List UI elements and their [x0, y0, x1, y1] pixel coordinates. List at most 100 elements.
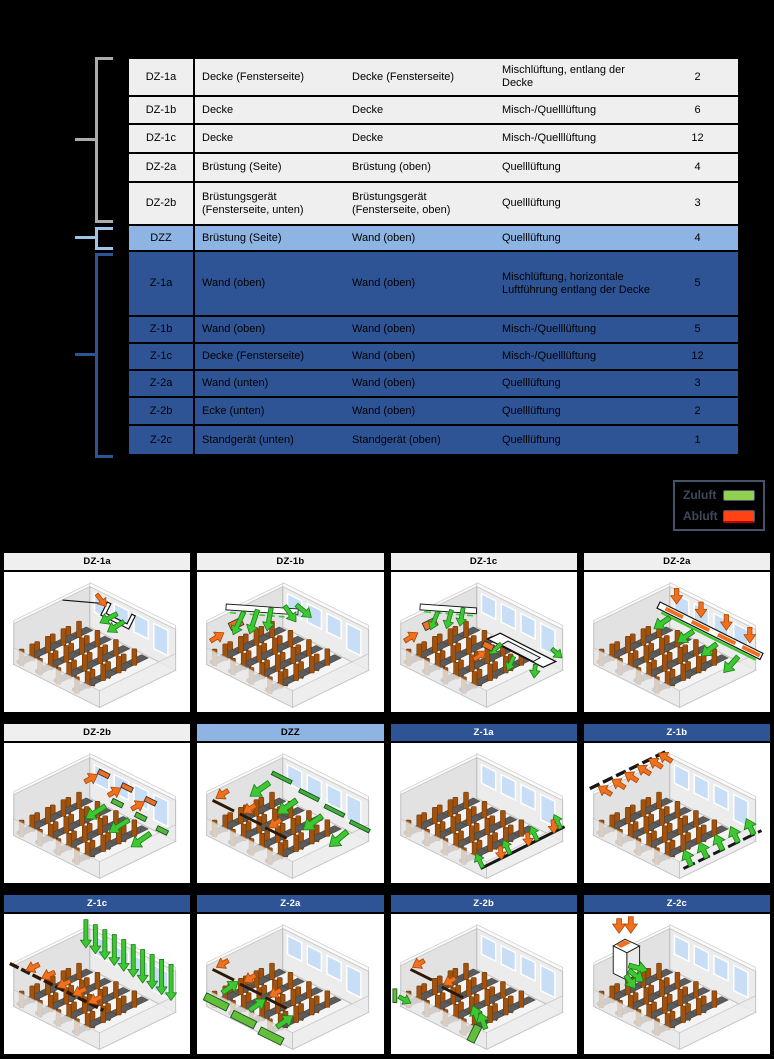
- table-cell-col4: Misch-/Quelllüftung: [502, 350, 597, 362]
- table-row: Z-1c Decke (Fensterseite) Wand (oben) Misch…: [129, 344, 738, 371]
- grid-cell-body: [195, 743, 386, 885]
- table-row: DZ-2b Brüstungsgerät (Fensterseite, unten…: [129, 183, 738, 226]
- table-cell-col4: Quelllüftung: [502, 197, 561, 209]
- diagram-cell-DZ-1b: DZ-1b: [195, 551, 386, 714]
- diagram-cell-DZ-1a: DZ-1a: [2, 551, 193, 714]
- table-cell-col3: Wand (oben): [352, 350, 416, 362]
- room-diagram-DZ-1c: [399, 581, 564, 709]
- table-cell-col2: Wand (oben): [202, 277, 266, 289]
- table-cell-count: 4: [694, 161, 701, 173]
- table-cell-count: 12: [691, 350, 704, 362]
- table-cell-col2: Decke (Fensterseite): [202, 350, 305, 362]
- table-cell-col3: Wand (oben): [352, 231, 416, 244]
- table-cell-code: Z-2b: [129, 398, 195, 424]
- diagram-cell-DZZ: DZZ: [195, 722, 386, 885]
- table-cell-count: 12: [691, 132, 704, 144]
- bracket-z-tick: [75, 353, 96, 356]
- table-cell-code: Z-2c: [129, 426, 195, 454]
- table-row: Z-2c Standgerät (unten) Standgerät (oben) Q…: [129, 426, 738, 454]
- table-cell-col3: Standgerät (oben): [352, 433, 441, 446]
- table-row: DZZ Brüstung (Seite) Wand (oben) Quelllüftu…: [129, 226, 738, 252]
- room-diagram-DZ-2b: [12, 752, 177, 880]
- table-cell-count: 3: [694, 197, 701, 209]
- grid-cell-body: [581, 914, 772, 1056]
- grid-cell-header: DZ-1b: [195, 551, 386, 572]
- table-row: DZ-2a Brüstung (Seite) Brüstung (oben) Quel…: [129, 154, 738, 183]
- table-cell-code: Z-1a: [129, 252, 195, 315]
- grid-cell-header: DZ-2b: [2, 722, 193, 743]
- table-cell-count: 6: [694, 103, 701, 116]
- table-row: Z-1b Wand (oben) Wand (oben) Misch-/Quelllü…: [129, 317, 738, 344]
- table-cell-count: 1: [694, 433, 701, 446]
- table-cell-col4: Misch-/Quelllüftung: [502, 103, 597, 116]
- room-diagram-Z-2b: [392, 923, 564, 1051]
- room-diagram-Z-2c: [592, 916, 757, 1051]
- table-cell-code: Z-1b: [129, 317, 195, 342]
- diagram-cell-Z-2a: Z-2a: [195, 893, 386, 1056]
- table-cell-col2: Wand (oben): [202, 323, 266, 335]
- grid-cell-header: Z-1b: [581, 722, 772, 743]
- table-cell-count: 3: [694, 377, 701, 389]
- table-cell-col4: Quelllüftung: [502, 433, 561, 446]
- table-cell-code: DZ-1c: [129, 125, 195, 152]
- grid-cell-body: [581, 743, 772, 885]
- legend-box: Zuluft Abluft: [673, 480, 765, 531]
- room-diagram-Z-1a: [399, 752, 565, 880]
- grid-cell-body: [195, 572, 386, 714]
- bracket-dz-group: [95, 57, 113, 223]
- table-cell-code: Z-1c: [129, 344, 195, 369]
- table-cell-col4: Misch-/Quelllüftung: [502, 132, 597, 144]
- table-cell-col3: Decke: [352, 103, 384, 116]
- table-cell-col3: Decke (Fensterseite): [352, 70, 455, 83]
- table-cell-col2: Brüstungsgerät (Fensterseite, unten): [202, 190, 304, 216]
- grid-cell-header: DZ-1a: [2, 551, 193, 572]
- table-row: Z-1a Wand (oben) Wand (oben) Mischlüftung, …: [129, 252, 738, 317]
- table-cell-col4: Quelllüftung: [502, 377, 561, 389]
- table-cell-code: DZ-1b: [129, 97, 195, 123]
- table-cell-col4: Quelllüftung: [502, 161, 561, 173]
- diagram-cell-Z-2c: Z-2c: [581, 893, 772, 1056]
- table-cell-col2: Brüstung (Seite): [202, 231, 282, 244]
- table-cell-code: DZ-2a: [129, 154, 195, 181]
- table-row: Z-2b Ecke (unten) Wand (oben) Quelllüftung 2: [129, 398, 738, 426]
- room-diagram-Z-2a: [202, 923, 370, 1051]
- diagram-cell-DZ-1c: DZ-1c: [388, 551, 579, 714]
- table-row: DZ-1a Decke (Fensterseite) Decke (Fensters…: [129, 59, 738, 97]
- table-cell-code: DZZ: [129, 226, 195, 250]
- legend-supply-label: Zuluft: [683, 488, 717, 502]
- grid-cell-header: DZ-2a: [581, 551, 772, 572]
- table-row: DZ-1c Decke Decke Misch-/Quelllüftung 12: [129, 125, 738, 154]
- diagram-cell-DZ-2b: DZ-2b: [2, 722, 193, 885]
- bracket-dzz-group: [95, 227, 113, 250]
- room-diagram-Z-1c: [9, 919, 177, 1051]
- legend-extract-row: Abluft: [683, 509, 755, 523]
- grid-cell-body: [2, 743, 193, 885]
- table-cell-col3: Wand (oben): [352, 404, 416, 417]
- table-cell-count: 5: [694, 323, 701, 335]
- table-cell-col3: Wand (oben): [352, 377, 416, 389]
- table-cell-col3: Brüstung (oben): [352, 161, 431, 173]
- table-cell-col2: Ecke (unten): [202, 404, 265, 417]
- table-cell-code: DZ-1a: [129, 59, 195, 95]
- table-cell-col4: Quelllüftung: [502, 231, 561, 244]
- table-cell-code: Z-2a: [129, 371, 195, 396]
- bracket-dz-tick: [75, 138, 96, 141]
- table-cell-col2: Brüstung (Seite): [202, 161, 282, 173]
- diagram-cell-DZ-2a: DZ-2a: [581, 551, 772, 714]
- diagram-cell-Z-2b: Z-2b: [388, 893, 579, 1056]
- table-row: DZ-1b Decke Decke Misch-/Quelllüftung 6: [129, 97, 738, 125]
- table-cell-col3: Wand (oben): [352, 277, 416, 289]
- table-cell-col2: Decke (Fensterseite): [202, 70, 305, 83]
- grid-cell-header: Z-2c: [581, 893, 772, 914]
- supply-swatch: [723, 489, 755, 501]
- room-diagram-DZZ: [205, 752, 372, 880]
- diagram-grid: DZ-1a DZ-1b DZ-1c DZ-2a DZ-2b DZZ Z-1a Z-1b Z-1c…: [0, 549, 774, 1058]
- table-cell-col4: Mischlüftung, horizontale Luftführung en…: [502, 270, 650, 296]
- room-diagram-DZ-1a: [12, 581, 177, 709]
- table-cell-col3: Brüstungsgerät (Fensterseite, oben): [352, 190, 451, 216]
- bracket-z-group: [95, 253, 113, 458]
- grid-cell-body: [388, 914, 579, 1056]
- room-diagram-Z-1b: [588, 750, 762, 880]
- extract-swatch: [723, 509, 755, 523]
- grid-cell-header: DZ-1c: [388, 551, 579, 572]
